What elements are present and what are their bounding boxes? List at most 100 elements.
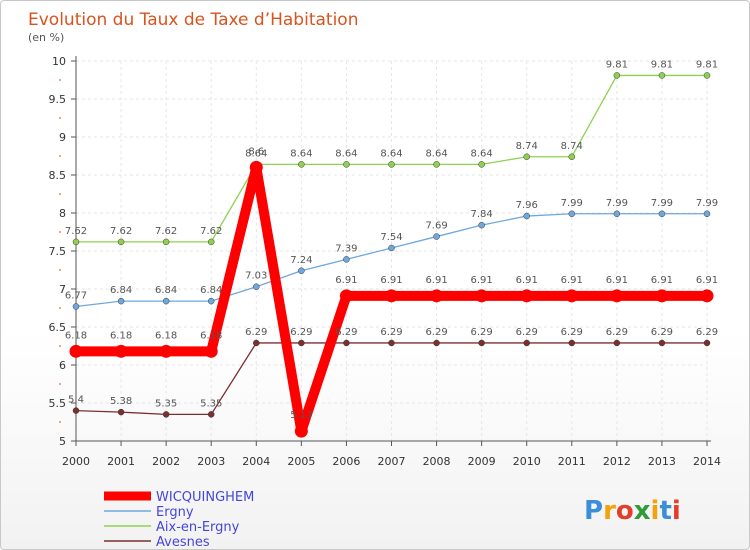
y-tick-label: 9.5	[49, 93, 67, 106]
data-label: 7.99	[651, 198, 673, 209]
data-point	[207, 238, 215, 246]
legend-label: Aix-en-Ergny	[156, 520, 240, 535]
data-point	[613, 72, 621, 79]
data-point	[568, 210, 576, 218]
x-tick-label: 2005	[287, 455, 315, 468]
data-label: 5.35	[200, 398, 222, 409]
data-point	[253, 283, 260, 290]
data-label: 5.38	[110, 396, 132, 407]
data-label: 5.35	[155, 398, 177, 409]
data-label: 6.77	[65, 290, 87, 301]
y-tick-label: 6.5	[49, 321, 67, 334]
data-point	[568, 339, 576, 347]
data-point	[339, 289, 353, 303]
data-point	[613, 339, 621, 347]
data-label: 8.64	[245, 148, 267, 159]
data-label: 9.81	[696, 59, 718, 70]
data-point	[72, 238, 80, 246]
logo-letter: r	[603, 496, 616, 526]
data-point	[388, 339, 395, 347]
data-point	[114, 344, 128, 358]
x-tick-label: 2000	[62, 455, 90, 468]
data-label: 5.4	[68, 395, 84, 406]
data-label: 7.62	[110, 226, 132, 237]
data-point	[343, 256, 350, 263]
x-tick-label: 2002	[152, 455, 180, 468]
data-point	[69, 344, 83, 358]
data-label: 6.29	[516, 327, 538, 338]
x-tick-label: 2010	[513, 455, 541, 468]
data-point	[388, 244, 395, 252]
series-layer	[69, 72, 714, 438]
data-point	[478, 161, 485, 168]
data-label: 7.24	[290, 255, 312, 266]
data-label: 8.64	[425, 148, 447, 159]
data-point	[72, 407, 80, 414]
data-label: 6.29	[561, 327, 583, 338]
data-point	[298, 339, 305, 347]
data-point	[388, 161, 395, 168]
data-label: 7.54	[380, 232, 402, 243]
data-point	[478, 221, 485, 229]
data-label: 5.13	[290, 410, 312, 421]
y-tick-label: 7.5	[49, 245, 67, 258]
data-point	[703, 72, 711, 79]
data-label: 7.99	[606, 198, 628, 209]
data-label: 8.74	[561, 141, 583, 152]
data-label: 7.99	[561, 198, 583, 209]
data-point	[523, 212, 530, 220]
data-point	[478, 339, 485, 347]
x-tick-label: 2001	[107, 455, 135, 468]
data-point	[703, 210, 711, 218]
data-point	[249, 160, 263, 174]
data-point	[565, 289, 579, 303]
y-tick-label: 6	[59, 359, 66, 372]
x-tick-label: 2013	[648, 455, 676, 468]
data-point	[253, 339, 260, 347]
data-point	[343, 161, 350, 168]
logo-letter: i	[651, 496, 660, 526]
data-label: 7.39	[335, 243, 357, 254]
data-label: 7.84	[471, 209, 493, 220]
y-tick-label: 8	[59, 207, 66, 220]
y-tick-label: 5.5	[49, 397, 67, 410]
legend-label: Ergny	[156, 505, 194, 520]
data-label: 6.91	[651, 275, 673, 286]
data-point	[655, 289, 669, 303]
x-tick-label: 2012	[603, 455, 631, 468]
data-point	[298, 161, 305, 168]
data-point	[117, 297, 125, 305]
data-label: 7.96	[516, 200, 538, 211]
data-point	[613, 210, 621, 218]
data-point	[658, 339, 666, 347]
data-label: 6.18	[155, 330, 177, 341]
data-label: 6.29	[245, 327, 267, 338]
data-label: 6.91	[471, 275, 493, 286]
axes: 5 5.5 6 6.5 7 7.5 8 8.5 9 9.5 10 2000 2001 2002 2003 20…	[49, 55, 722, 468]
x-tick-label: 2006	[332, 455, 360, 468]
y-tick-label: 9	[59, 131, 66, 144]
proxiti-logo: Proxiti	[584, 496, 681, 526]
data-label: 7.03	[245, 271, 267, 282]
x-tick-label: 2014	[693, 455, 721, 468]
data-label: 7.62	[65, 226, 87, 237]
data-point	[703, 339, 711, 347]
data-point	[700, 289, 714, 303]
data-label: 8.6	[248, 146, 264, 157]
data-label: 6.29	[606, 327, 628, 338]
x-tick-label: 2009	[468, 455, 496, 468]
logo-letter: x	[634, 496, 651, 526]
logo-letter: o	[616, 496, 634, 526]
data-label: 9.81	[606, 59, 628, 70]
data-point	[159, 344, 173, 358]
data-label: 6.18	[110, 330, 132, 341]
legend-label: WICQUINGHEM	[156, 490, 254, 505]
data-label: 6.84	[110, 285, 132, 296]
data-point	[162, 297, 170, 305]
data-label: 6.29	[380, 327, 402, 338]
chart-title: Evolution du Taux de Taxe d’Habitation	[28, 10, 358, 30]
x-tick-label: 2003	[197, 455, 225, 468]
data-label: 6.29	[471, 327, 493, 338]
